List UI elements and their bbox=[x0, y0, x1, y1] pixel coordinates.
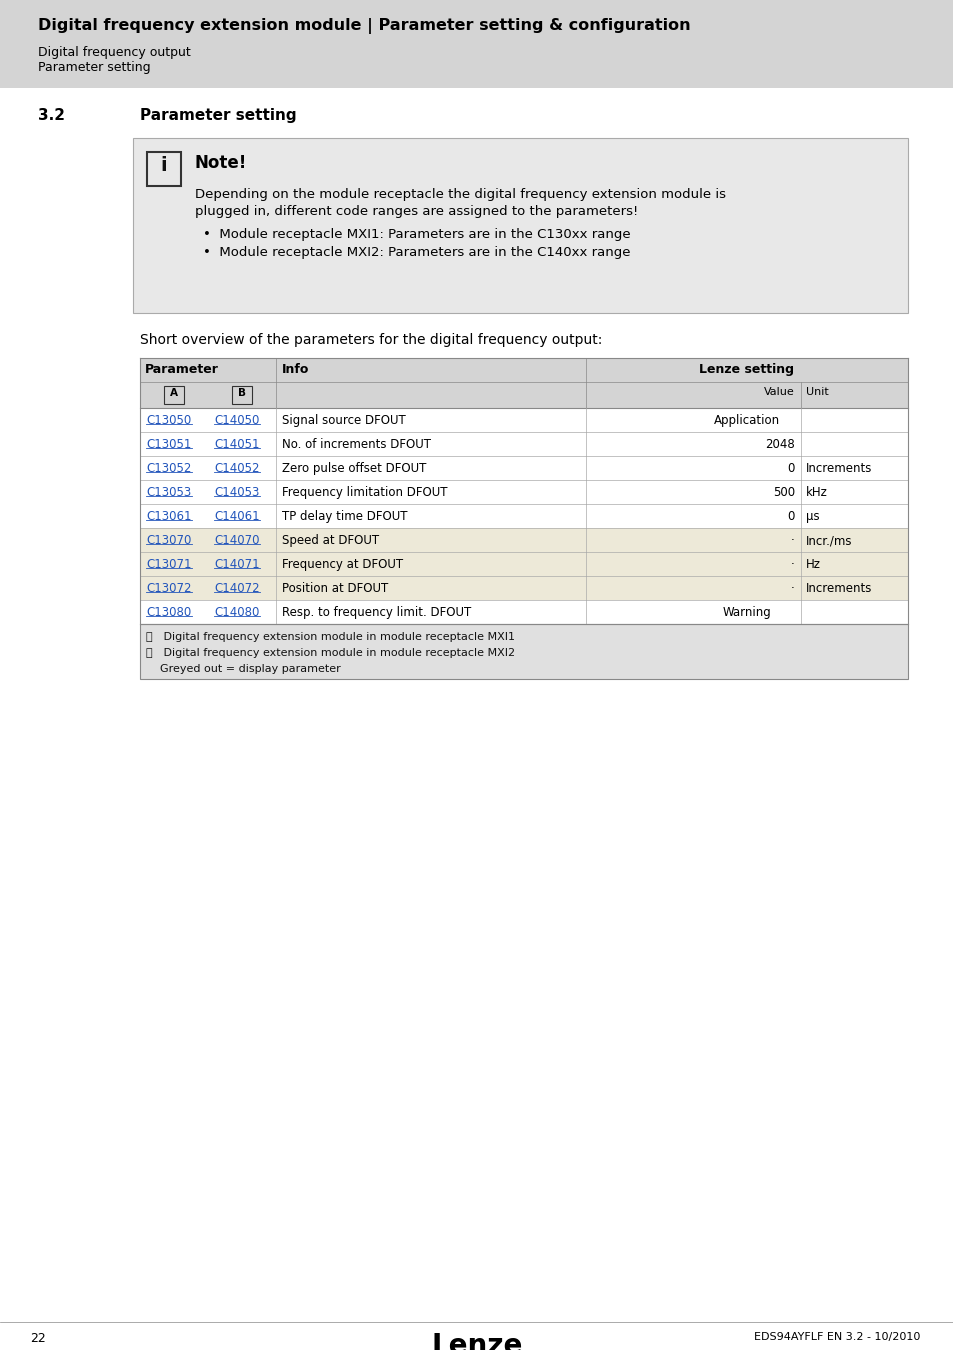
Text: ·: · bbox=[790, 535, 794, 547]
Text: Frequency limitation DFOUT: Frequency limitation DFOUT bbox=[282, 486, 447, 500]
Text: C14050: C14050 bbox=[213, 414, 259, 427]
Text: Parameter setting: Parameter setting bbox=[140, 108, 296, 123]
Text: Zero pulse offset DFOUT: Zero pulse offset DFOUT bbox=[282, 462, 426, 475]
Text: C14071: C14071 bbox=[213, 558, 259, 571]
Text: C13061: C13061 bbox=[146, 510, 192, 522]
Text: EDS94AYFLF EN 3.2 - 10/2010: EDS94AYFLF EN 3.2 - 10/2010 bbox=[753, 1332, 919, 1342]
Bar bbox=[140, 552, 907, 576]
Text: C13050: C13050 bbox=[146, 414, 191, 427]
Text: plugged in, different code ranges are assigned to the parameters!: plugged in, different code ranges are as… bbox=[194, 205, 638, 217]
Text: C13072: C13072 bbox=[146, 582, 192, 595]
Bar bbox=[232, 386, 252, 404]
Text: ·: · bbox=[790, 582, 794, 595]
Text: 3.2: 3.2 bbox=[38, 108, 65, 123]
Text: Hz: Hz bbox=[805, 558, 821, 571]
Text: C14070: C14070 bbox=[213, 535, 259, 547]
Text: Frequency at DFOUT: Frequency at DFOUT bbox=[282, 558, 403, 571]
Bar bbox=[140, 576, 907, 599]
Text: kHz: kHz bbox=[805, 486, 827, 500]
Bar bbox=[140, 382, 907, 408]
Text: Greyed out = display parameter: Greyed out = display parameter bbox=[160, 664, 340, 674]
Text: Increments: Increments bbox=[805, 582, 871, 595]
Text: 0: 0 bbox=[787, 510, 794, 522]
Bar bbox=[140, 408, 907, 432]
Text: Ⓑ: Ⓑ bbox=[146, 648, 152, 657]
Text: C13070: C13070 bbox=[146, 535, 192, 547]
Text: Lenze setting: Lenze setting bbox=[699, 363, 794, 377]
Text: Speed at DFOUT: Speed at DFOUT bbox=[282, 535, 378, 547]
Text: μs: μs bbox=[805, 510, 819, 522]
Text: C14080: C14080 bbox=[213, 606, 259, 620]
Text: Short overview of the parameters for the digital frequency output:: Short overview of the parameters for the… bbox=[140, 333, 601, 347]
Text: 22: 22 bbox=[30, 1332, 46, 1345]
Text: Info: Info bbox=[282, 363, 309, 377]
Text: C13080: C13080 bbox=[146, 606, 191, 620]
Bar bbox=[164, 386, 184, 404]
Text: No. of increments DFOUT: No. of increments DFOUT bbox=[282, 437, 431, 451]
Text: Digital frequency output: Digital frequency output bbox=[38, 46, 191, 59]
Text: •  Module receptacle MXI1: Parameters are in the C130xx range: • Module receptacle MXI1: Parameters are… bbox=[203, 228, 630, 242]
Text: Digital frequency extension module | Parameter setting & configuration: Digital frequency extension module | Par… bbox=[38, 18, 690, 34]
Text: C13051: C13051 bbox=[146, 437, 192, 451]
Bar bbox=[140, 456, 907, 481]
Text: C13052: C13052 bbox=[146, 462, 192, 475]
Text: Digital frequency extension module in module receptacle MXI2: Digital frequency extension module in mo… bbox=[160, 648, 515, 657]
Bar bbox=[140, 528, 907, 552]
Text: 0: 0 bbox=[787, 462, 794, 475]
Text: Warning: Warning bbox=[721, 606, 771, 620]
Text: B: B bbox=[237, 387, 246, 398]
Bar bbox=[140, 432, 907, 456]
Text: Increments: Increments bbox=[805, 462, 871, 475]
Text: Digital frequency extension module in module receptacle MXI1: Digital frequency extension module in mo… bbox=[160, 632, 515, 643]
Text: Position at DFOUT: Position at DFOUT bbox=[282, 582, 388, 595]
Text: Incr./ms: Incr./ms bbox=[805, 535, 852, 547]
Text: Note!: Note! bbox=[194, 154, 247, 171]
Text: i: i bbox=[160, 157, 167, 176]
Bar bbox=[140, 599, 907, 624]
Text: Parameter setting: Parameter setting bbox=[38, 61, 151, 74]
Bar bbox=[147, 153, 181, 186]
Bar bbox=[140, 504, 907, 528]
Text: ·: · bbox=[790, 558, 794, 571]
Text: C14051: C14051 bbox=[213, 437, 259, 451]
Text: •  Module receptacle MXI2: Parameters are in the C140xx range: • Module receptacle MXI2: Parameters are… bbox=[203, 246, 630, 259]
Text: Value: Value bbox=[763, 387, 794, 397]
Text: Lenze: Lenze bbox=[431, 1332, 522, 1350]
Text: 2048: 2048 bbox=[764, 437, 794, 451]
Text: 500: 500 bbox=[772, 486, 794, 500]
Text: C13053: C13053 bbox=[146, 486, 191, 500]
Text: Parameter: Parameter bbox=[145, 363, 218, 377]
Text: A: A bbox=[170, 387, 178, 398]
Text: TP delay time DFOUT: TP delay time DFOUT bbox=[282, 510, 407, 522]
Bar bbox=[0, 0, 953, 88]
Text: C14061: C14061 bbox=[213, 510, 259, 522]
Text: C13071: C13071 bbox=[146, 558, 192, 571]
Text: C14053: C14053 bbox=[213, 486, 259, 500]
Text: Resp. to frequency limit. DFOUT: Resp. to frequency limit. DFOUT bbox=[282, 606, 471, 620]
Text: C14052: C14052 bbox=[213, 462, 259, 475]
Bar bbox=[140, 481, 907, 504]
Text: Signal source DFOUT: Signal source DFOUT bbox=[282, 414, 405, 427]
Bar bbox=[132, 138, 907, 313]
Text: C14072: C14072 bbox=[213, 582, 259, 595]
Text: Ⓐ: Ⓐ bbox=[146, 632, 152, 643]
Text: Application: Application bbox=[713, 414, 780, 427]
Bar bbox=[140, 358, 907, 382]
Text: Unit: Unit bbox=[805, 387, 828, 397]
Bar bbox=[140, 624, 907, 679]
Text: Depending on the module receptacle the digital frequency extension module is: Depending on the module receptacle the d… bbox=[194, 188, 725, 201]
